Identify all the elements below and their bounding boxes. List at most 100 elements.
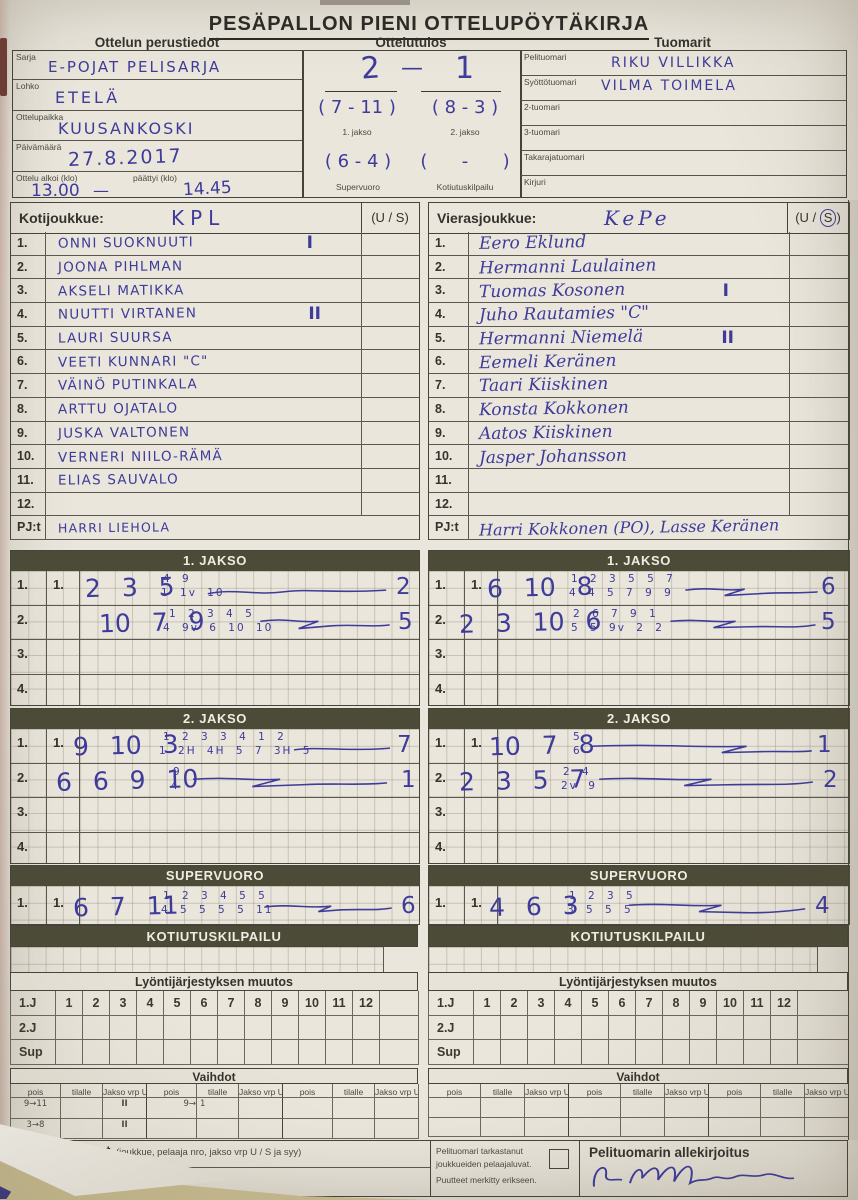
runners-small-top: 1 2 3 3 4 1 2 (163, 731, 286, 743)
away-team-label: Vierasjoukkue: (437, 210, 537, 226)
batting-cell: 2 (83, 991, 110, 1016)
row-subnumber: 1. (471, 577, 482, 592)
subs-header-pois: pois (147, 1084, 197, 1098)
referee-label: Takarajatuomari (524, 152, 585, 162)
subs-cell (333, 1119, 375, 1139)
subs-cell (375, 1098, 419, 1119)
field-value: E-POJAT PELISARJA (48, 58, 222, 76)
player-mark: I (722, 280, 729, 301)
col-line (464, 571, 465, 705)
homerun-home-grid (10, 947, 384, 973)
player-row: Tuomas Kosonen I (469, 279, 789, 304)
player-name: Hermanni Laulainen (478, 255, 657, 279)
row-subnumber: 1. (471, 735, 482, 750)
player-number: 9. (11, 421, 46, 446)
batting-row-label: 2.J (429, 1015, 474, 1041)
inning-row: 3. (429, 797, 849, 832)
player-name: ELIAS SAUVALO (57, 471, 180, 489)
subs-header-jakso: Jakso vrp U/S (805, 1084, 849, 1098)
subs-header-tilalle: tilalle (761, 1084, 805, 1098)
inning-row: 1. 1. 2 3 5 4 9 1 1v 10 2 (11, 571, 419, 605)
subs-header-jakso: Jakso vrp U/S (103, 1084, 147, 1098)
batting-cell: 10 (299, 991, 326, 1016)
runners-small-top: 1 2 3 4 5 5 (163, 890, 267, 902)
away-us-header: (U / S) (787, 209, 849, 227)
player-number: 10. (11, 445, 46, 469)
batting-cell (272, 1015, 299, 1041)
player-row: JOONA PIHLMAN (46, 256, 361, 280)
away-us-post: ) (836, 210, 841, 225)
row-subnumber: 1. (53, 577, 64, 592)
final-score-away: 1 (455, 51, 475, 86)
batting-cell (798, 991, 849, 1016)
player-mark: II (308, 304, 321, 325)
inning-row: 4. (429, 673, 849, 709)
batting-cell (218, 1015, 245, 1041)
subs-cell (429, 1098, 481, 1118)
batting-cell (771, 1040, 798, 1065)
inning-row: 3. (429, 639, 849, 674)
batting-cell: 12 (771, 991, 798, 1016)
batting-cell (110, 1040, 137, 1065)
batting-row-label: 2.J (11, 1015, 56, 1041)
col-line (464, 886, 465, 924)
match-info-box: Sarja E-POJAT PELISARJA Lohko ETELÄ Otte… (12, 50, 304, 201)
us-cell (789, 303, 849, 327)
period1-home-section: 1. JAKSO 1. 1. 2 3 5 4 9 1 1v 10 2 2. 10… (10, 550, 420, 706)
row-result: 5 (398, 608, 413, 635)
batting-change-away-title: Lyöntijärjestyksen muutos (428, 972, 848, 991)
score-underline-away (421, 91, 501, 92)
subs-cell (333, 1098, 375, 1119)
subs-header-tilalle: tilalle (481, 1084, 525, 1098)
player-row: Hermanni Niemelä II (469, 327, 789, 351)
us-cell (361, 350, 419, 375)
batting-cell (582, 1040, 609, 1065)
period1-label: 1. jakso (342, 127, 372, 137)
homerun-label: Kotiutuskilpailu (436, 182, 494, 192)
inning-row: 1. 1. 4 6 3 1 2 3 5 3 5 5 5 4 (429, 886, 849, 924)
batting-cell: 5 (582, 991, 609, 1016)
field-label: Päivämäärä (16, 142, 62, 152)
player-row (46, 493, 361, 517)
runners-small-bottom: 4 5 5 5 5 11 (161, 904, 274, 916)
batting-cell (299, 1015, 326, 1041)
license-check-line3: Puutteet merkitty erikseen. (436, 1175, 537, 1185)
pj-label: PJ:t (11, 516, 46, 540)
time-end-label: päättyi (klo) (133, 173, 177, 183)
col-line (497, 886, 498, 924)
period2-away-title: 2. JAKSO (429, 709, 849, 729)
batting-row-label: Sup (429, 1040, 474, 1065)
batting-cell (164, 1040, 191, 1065)
final-score-sep: — (401, 56, 423, 81)
batting-cell (299, 1040, 326, 1065)
batting-cell: 11 (744, 991, 771, 1016)
player-number: 5. (11, 326, 46, 351)
us-cell (361, 492, 419, 517)
batting-cell (380, 1015, 419, 1041)
col-line (497, 571, 498, 705)
super-away-section: SUPERVUORO 1. 1. 4 6 3 1 2 3 5 3 5 5 5 4 (428, 865, 850, 925)
referee-row: 2-tuomari (521, 100, 846, 125)
scribble-line (207, 589, 387, 595)
inning-row: 2. 10 7 9 1 2 3 4 5 4 9v 6 10 10 5 (11, 604, 419, 640)
period1-score: ( 7 - 11 ) (318, 97, 396, 118)
row-number: 3. (435, 804, 446, 819)
player-row: JUSKA VALTONEN (46, 422, 361, 446)
batting-cell: 1 (56, 991, 83, 1016)
us-cell (361, 445, 419, 469)
referees-box: Pelituomari RIKU VILLIKKA Syöttötuomari … (520, 50, 847, 198)
period2-home-section: 2. JAKSO 1. 1. 9 10 3 1 2 3 3 4 1 2 1 2H… (10, 708, 420, 864)
license-check-line1: Pelituomari tarkastanut (436, 1146, 523, 1156)
inning-row: 2. 2 3 10 6 2 6 7 9 1 5 5 9v 2 2 5 (429, 604, 849, 640)
row-number: 3. (17, 804, 28, 819)
batting-cell: 4 (555, 991, 582, 1016)
subs-cell (481, 1118, 525, 1137)
referee-label: Kirjuri (524, 177, 546, 187)
runners-small-top: 4 9 (163, 573, 191, 585)
row-number: 3. (435, 646, 446, 661)
away-us-pre: (U / (795, 210, 817, 225)
score-underline-home (325, 91, 397, 92)
row-number: 1. (17, 577, 28, 592)
batting-cell (56, 1040, 83, 1065)
subs-cell (239, 1098, 283, 1119)
